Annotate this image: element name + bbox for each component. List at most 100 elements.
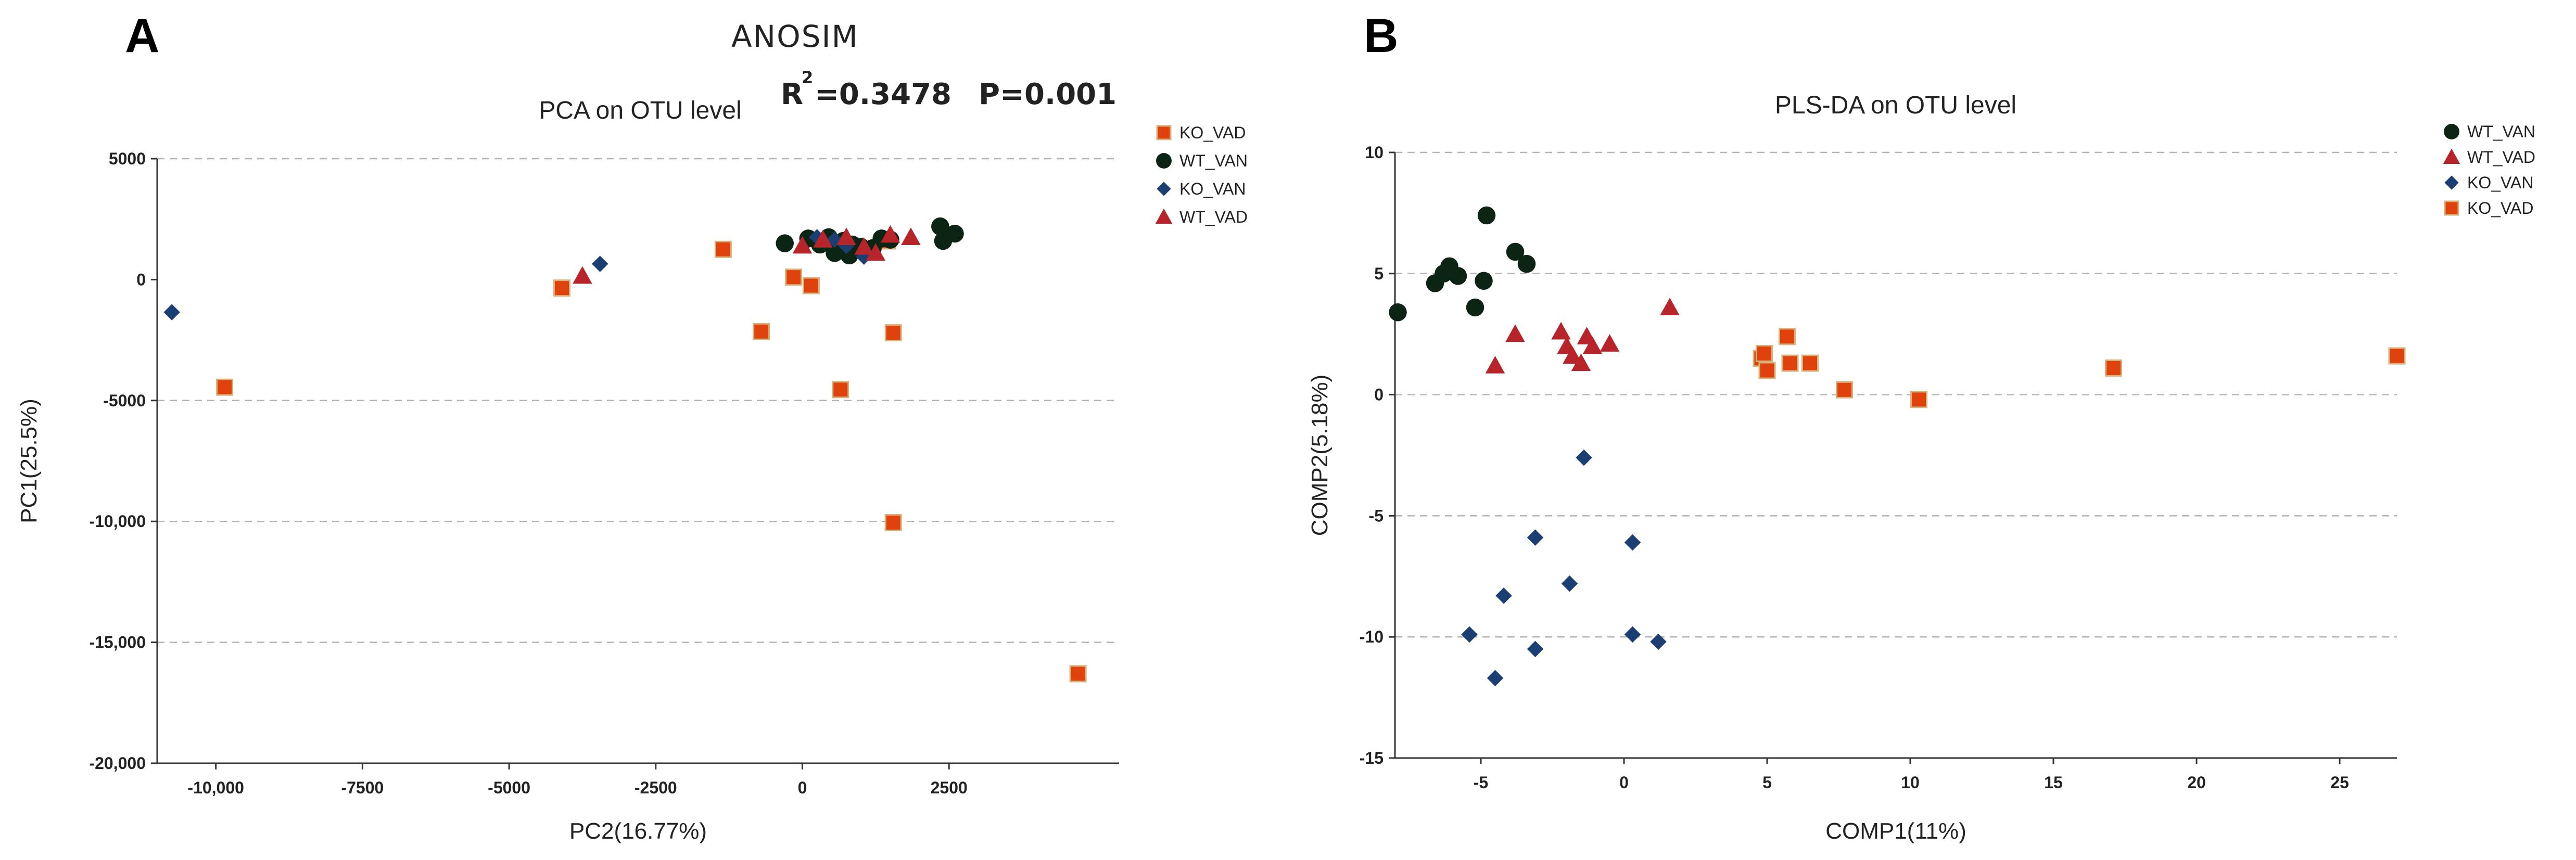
plsda-point-wt-vad <box>1551 322 1571 340</box>
plsda-point-wt-van <box>1506 242 1525 261</box>
panel-b-letter: B <box>1364 9 1398 62</box>
plsda-point-wt-vad <box>1660 298 1680 315</box>
pca-point-ko-vad <box>1069 665 1087 683</box>
plsda-point-ko-vad <box>1781 354 1799 372</box>
plsda-chart: PLS-DA on OTU level 10 5 0 -5 -10 -15 -5 0 5 10 15 2… <box>1307 92 2535 844</box>
plsda-x-tick-label: 0 <box>1619 773 1629 792</box>
pca-point-wt-vad <box>836 227 856 246</box>
plsda-point-wt-vad <box>1600 334 1620 352</box>
plsda-series-wt-van <box>1389 206 1536 322</box>
pca-y-tick-label: -15,000 <box>89 633 146 652</box>
pca-legend-marker <box>1156 125 1172 140</box>
pca-y-tick-label: 5000 <box>109 149 146 168</box>
pca-point-ko-van <box>163 304 180 320</box>
anosim-r-label: R <box>781 78 803 111</box>
plsda-point-ko-vad <box>2388 347 2406 365</box>
pca-point-wt-van <box>776 234 794 252</box>
pca-point-ko-vad <box>884 514 902 532</box>
plsda-point-wt-van <box>1517 254 1536 273</box>
plsda-y-axis-label: COMP2(5.18%) <box>1307 375 1333 536</box>
plsda-point-wt-vad <box>1563 346 1582 364</box>
plsda-x-tick-label: 15 <box>2044 773 2063 792</box>
pca-x-tick-label: -10,000 <box>187 778 244 797</box>
plsda-point-wt-vad <box>1485 355 1505 374</box>
plsda-series-ko-vad <box>1753 328 2406 408</box>
pca-x-tick-label: -5000 <box>488 778 530 797</box>
plsda-x-axis-label: COMP1(11%) <box>1825 818 1966 844</box>
pca-legend-marker <box>1155 208 1173 224</box>
pca-point-wt-vad <box>813 229 833 248</box>
plsda-point-wt-vad <box>1582 336 1603 354</box>
plsda-y-tick-label: -5 <box>1369 506 1384 525</box>
plsda-point-ko-van <box>1576 449 1592 466</box>
plsda-series-wt-vad <box>1485 298 1680 374</box>
plsda-legend-marker <box>2444 124 2459 139</box>
pca-series-ko-vad <box>216 232 1087 683</box>
pca-point-wt-vad <box>880 225 900 243</box>
pca-point-ko-vad <box>753 323 770 340</box>
pca-legend-label: KO_VAD <box>1179 123 1246 142</box>
pca-y-tick-label: -10,000 <box>89 512 146 531</box>
plsda-point-ko-van <box>1461 626 1478 643</box>
anosim-r-value: =0.3478 <box>815 78 951 111</box>
pca-x-tick-label: -2500 <box>635 778 677 797</box>
plsda-y-tick-label: 5 <box>1374 264 1384 283</box>
pca-point-wt-vad <box>792 236 813 254</box>
plsda-legend-marker <box>2444 200 2459 216</box>
pca-series-wt-vad <box>573 225 921 284</box>
panel-a-letter: A <box>125 9 159 62</box>
pca-y-tick-label: 0 <box>136 270 146 289</box>
plsda-title: PLS-DA on OTU level <box>1775 92 2016 119</box>
plsda-point-ko-vad <box>1756 344 1773 362</box>
plsda-y-tick-label: -15 <box>1360 749 1384 767</box>
pca-point-ko-vad <box>216 378 234 396</box>
pca-y-axis-label: PC1(25.5%) <box>16 399 42 523</box>
plsda-point-ko-vad <box>2105 359 2122 377</box>
plsda-point-wt-van <box>1466 298 1484 317</box>
plsda-point-wt-vad <box>1571 353 1591 371</box>
plsda-series-ko-van <box>1461 449 1667 687</box>
pca-point-ko-vad <box>884 324 902 342</box>
pca-legend-marker <box>1157 182 1171 196</box>
plsda-legend-marker <box>2444 175 2459 190</box>
pca-series-ko-van <box>163 229 872 320</box>
plsda-point-ko-vad <box>1779 328 1796 345</box>
pca-point-wt-van <box>946 224 964 243</box>
pca-point-ko-vad <box>832 381 849 399</box>
plsda-point-wt-van <box>1449 267 1467 285</box>
plsda-point-wt-vad <box>1505 324 1525 342</box>
anosim-title: ANOSIM <box>731 19 859 54</box>
plsda-point-ko-van <box>1624 534 1641 551</box>
pca-x-axis-label: PC2(16.77%) <box>569 818 707 844</box>
pca-y-tick-label: -5000 <box>103 391 146 410</box>
plsda-legend: WT_VAN WT_VAD KO_VAN KO_VAD <box>2443 122 2535 217</box>
pca-point-ko-van <box>592 255 608 272</box>
pca-chart: PCA on OTU level 5000 0 -5000 -10,000 -15,000… <box>16 97 1248 844</box>
pca-point-ko-vad <box>802 277 820 294</box>
plsda-legend-label: KO_VAD <box>2467 199 2533 217</box>
pca-point-wt-vad <box>866 243 886 261</box>
plsda-legend-label: WT_VAN <box>2467 122 2535 141</box>
pca-legend-label: KO_VAN <box>1179 179 1246 198</box>
plsda-point-ko-van <box>1624 626 1641 643</box>
anosim-r-superscript: 2 <box>802 68 813 87</box>
plsda-x-tick-label: 25 <box>2330 773 2349 792</box>
plsda-point-ko-vad <box>1836 381 1853 399</box>
anosim-p-value: P=0.001 <box>979 78 1116 111</box>
pca-x-tick-label: 2500 <box>931 778 968 797</box>
plsda-point-ko-vad <box>1910 391 1927 408</box>
pca-point-wt-vad <box>901 227 921 246</box>
pca-y-tick-label: -20,000 <box>89 754 146 773</box>
plsda-legend-label: WT_VAD <box>2467 148 2535 166</box>
pca-legend-label: WT_VAD <box>1179 208 1248 226</box>
plsda-x-tick-label: 5 <box>1762 773 1772 792</box>
pca-title: PCA on OTU level <box>539 97 741 124</box>
plsda-point-ko-van <box>1561 575 1578 592</box>
pca-point-wt-vad <box>573 266 592 284</box>
plsda-legend-marker <box>2443 148 2460 164</box>
plsda-x-tick-label: 20 <box>2187 773 2206 792</box>
plsda-y-tick-label: -10 <box>1360 627 1384 646</box>
plsda-x-tick-label: -5 <box>1474 773 1488 792</box>
plsda-legend-label: KO_VAN <box>2467 173 2533 192</box>
